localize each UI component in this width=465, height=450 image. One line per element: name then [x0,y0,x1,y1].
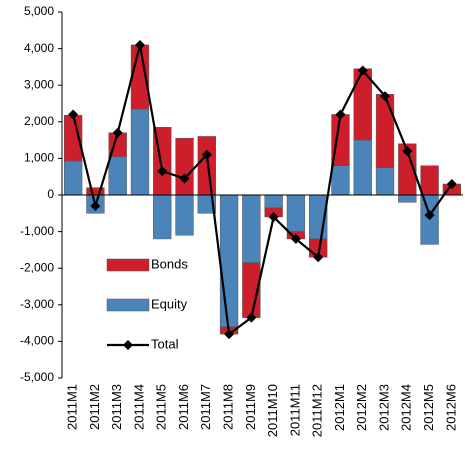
bar [375,94,395,168]
x-tick-label: 2011M1 [65,384,80,430]
bar [264,194,283,209]
y-tick-label: 5,000 [24,4,54,18]
line-marker [268,211,279,222]
x-tick-label: 2011M12 [310,384,325,437]
line-marker [313,252,324,263]
bar [353,68,372,141]
x-tick-label: 2011M8 [221,384,236,430]
bar [286,194,306,232]
bar [153,194,172,240]
bar [63,160,83,196]
line [72,44,453,337]
bar [108,156,127,196]
bar [331,165,350,196]
line-marker [424,210,435,221]
legend-label: Total [151,336,179,351]
x-tick-label: 2012M4 [399,384,414,431]
line-marker [224,329,235,340]
line-marker [179,173,190,184]
bar [175,138,194,196]
x-tick-label: 2012M5 [421,384,436,431]
x-tick-label: 2011M9 [243,384,258,430]
y-tick-label: -3,000 [20,297,54,311]
bar [353,139,372,196]
x-tick-label: 2012M2 [354,384,369,431]
y-tick-label: -1,000 [20,224,54,238]
line-marker [68,109,79,120]
line-marker [380,91,391,102]
y-tick-label: -2,000 [20,260,54,274]
bar [375,167,395,196]
y-tick-label: 4,000 [24,41,54,55]
line-marker [357,65,368,76]
x-tick-label: 2011M3 [109,384,124,430]
y-tick-label: 1,000 [24,151,54,165]
y-tick-label: -5,000 [20,370,54,384]
line-marker [90,200,101,211]
line-marker [112,127,123,138]
line-marker [201,149,212,160]
legend-swatch [106,258,150,272]
line-marker [134,39,145,50]
legend-label: Bonds [151,256,188,271]
x-tick-label: 2011M6 [176,384,191,430]
x-tick-label: 2011M11 [287,384,302,436]
bar [130,108,150,196]
y-tick-label: 3,000 [24,77,54,91]
line-marker [157,166,168,177]
bar [219,194,239,328]
bar [242,194,261,263]
line-marker [402,146,413,157]
legend-label: Equity [151,296,188,311]
legend-swatch [106,298,150,312]
y-tick-label: -4,000 [20,334,54,348]
x-tick-label: 2011M5 [154,384,169,430]
x-tick-label: 2012M3 [376,384,391,431]
x-tick-label: 2011M2 [87,384,102,430]
x-tick-label: 2011M4 [131,384,146,430]
x-tick-label: 2012M1 [332,384,347,431]
line-marker [246,312,257,323]
line-marker [335,109,346,120]
bar [175,194,194,236]
x-tick-label: 2012M6 [443,384,458,431]
line-marker [446,179,457,190]
bar [197,136,216,196]
x-tick-label: 2011M10 [265,384,280,437]
bar [420,165,439,196]
x-tick-label: 2011M7 [198,384,213,430]
bar [398,194,417,203]
y-tick-label: 0 [47,187,54,201]
y-tick-label: 2,000 [24,114,54,128]
line-marker [290,233,301,244]
legend-marker [123,340,133,350]
